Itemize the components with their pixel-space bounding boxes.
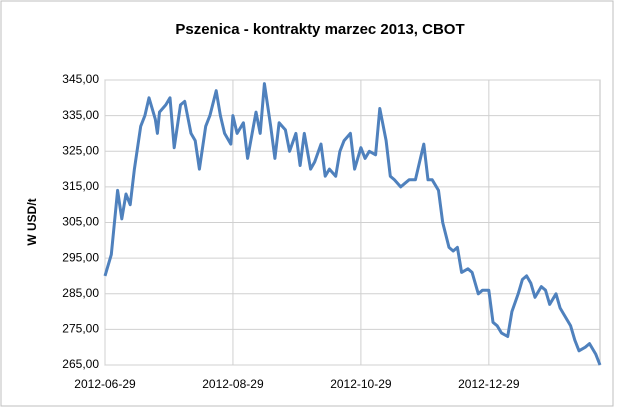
x-tick-label: 2012-12-29 (458, 377, 520, 391)
y-tick-label: 325,00 (62, 143, 99, 157)
y-tick-label: 335,00 (62, 108, 99, 122)
chart-frame (0, 0, 614, 407)
y-tick-label: 285,00 (62, 286, 99, 300)
price-line (103, 82, 602, 366)
y-tick-label: 345,00 (62, 72, 99, 86)
x-tick-label: 2012-06-29 (74, 377, 136, 391)
y-tick-label: 275,00 (62, 322, 99, 336)
y-tick-label: 315,00 (62, 179, 99, 193)
x-tick-label: 2012-08-29 (202, 377, 264, 391)
y-tick-label: 305,00 (62, 215, 99, 229)
y-tick-label: 265,00 (62, 357, 99, 371)
y-axis-label: W USD/t (25, 198, 39, 245)
chart-title: Pszenica - kontrakty marzec 2013, CBOT (175, 21, 464, 38)
x-tick-label: 2012-10-29 (330, 377, 392, 391)
y-tick-label: 295,00 (62, 250, 99, 264)
